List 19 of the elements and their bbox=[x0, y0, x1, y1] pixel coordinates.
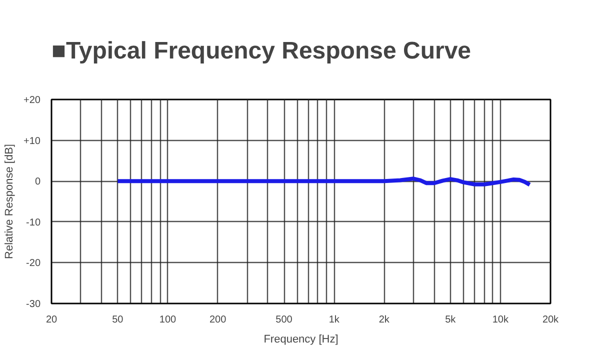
x-tick-label: 2k bbox=[378, 314, 390, 326]
x-tick-label: 5k bbox=[445, 314, 457, 326]
y-tick-label: -30 bbox=[26, 299, 41, 310]
y-tick-label: 0 bbox=[34, 176, 41, 188]
y-tick-label: +20 bbox=[24, 95, 41, 106]
x-tick-label: 1k bbox=[328, 314, 340, 326]
x-axis-title: Frequency [Hz] bbox=[264, 334, 338, 346]
x-tick-label: 200 bbox=[209, 314, 227, 326]
x-tick-label: 50 bbox=[112, 314, 124, 326]
x-tick-label: 10k bbox=[492, 314, 510, 326]
x-tick-label: 20k bbox=[542, 314, 560, 326]
y-axis-title: Relative Response [dB] bbox=[4, 144, 16, 259]
x-tick-label: 500 bbox=[276, 314, 293, 326]
y-tick-label: -10 bbox=[26, 217, 41, 228]
chart-title: ■Typical Frequency Response Curve bbox=[52, 38, 472, 64]
x-tick-label: 20 bbox=[46, 314, 58, 326]
y-tick-label: +10 bbox=[24, 136, 41, 147]
y-tick-label: -20 bbox=[26, 258, 41, 270]
x-tick-label: 100 bbox=[159, 314, 177, 326]
